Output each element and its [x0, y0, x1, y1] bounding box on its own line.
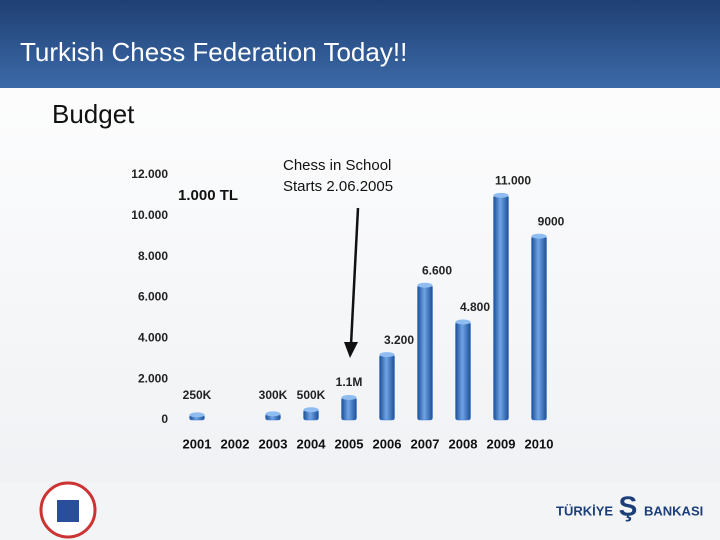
- annotation: Chess in School: [283, 157, 391, 174]
- federation-logo-board: [57, 500, 79, 522]
- data-label: 250K: [183, 388, 212, 402]
- y-tick-label: 6.000: [138, 290, 168, 304]
- x-tick-label: 2007: [411, 436, 440, 451]
- data-label: 11.000: [495, 174, 531, 188]
- bar-cap: [341, 395, 357, 401]
- bar: [379, 354, 395, 421]
- bank-name: BANKASI: [644, 503, 703, 518]
- bar-cap: [455, 319, 471, 325]
- y-tick-label: 0: [161, 412, 168, 426]
- data-label: 3.200: [384, 333, 414, 347]
- bank-logo: Ş: [619, 490, 638, 521]
- bar: [493, 195, 509, 421]
- bar: [455, 321, 471, 421]
- footer-band: [0, 482, 720, 540]
- arrow: [349, 207, 360, 346]
- bar: [417, 285, 433, 421]
- bar-cap: [493, 192, 509, 198]
- x-tick-label: 2002: [221, 436, 250, 451]
- bar-cap: [531, 233, 547, 239]
- x-tick-label: 2010: [525, 436, 554, 451]
- y-tick-label: 8.000: [138, 249, 168, 263]
- x-tick-label: 2004: [297, 436, 327, 451]
- y-tick-label: 4.000: [138, 331, 168, 345]
- data-label: 500K: [297, 388, 326, 402]
- data-label: 300K: [259, 388, 288, 402]
- x-tick-label: 2009: [487, 436, 516, 451]
- x-tick-label: 2008: [449, 436, 478, 451]
- data-label: 1.1M: [336, 375, 363, 389]
- bar-cap: [417, 282, 433, 288]
- annotation: Starts 2.06.2005: [283, 178, 393, 195]
- arrow-head: [344, 342, 358, 358]
- bar-cap: [379, 352, 395, 358]
- bar-cap: [303, 407, 319, 413]
- unit-note: 1.000 TL: [178, 187, 238, 204]
- data-label: 6.600: [422, 263, 452, 277]
- bar: [341, 397, 357, 421]
- x-tick-label: 2005: [335, 436, 364, 451]
- slide-title: Turkish Chess Federation Today!!: [20, 37, 407, 67]
- data-label: 9000: [538, 214, 565, 228]
- bar: [531, 236, 547, 421]
- y-tick-label: 2.000: [138, 371, 168, 385]
- x-tick-label: 2003: [259, 436, 288, 451]
- chart-title: Budget: [52, 99, 135, 129]
- data-label: 4.800: [460, 300, 490, 314]
- x-tick-label: 2006: [373, 436, 402, 451]
- bank-name: TÜRKİYE: [556, 503, 613, 518]
- bar-cap: [189, 412, 205, 418]
- x-tick-label: 2001: [183, 436, 212, 451]
- y-tick-label: 12.000: [131, 167, 168, 181]
- bar-cap: [265, 411, 281, 417]
- y-tick-label: 10.000: [131, 208, 168, 222]
- header-band: [0, 0, 720, 88]
